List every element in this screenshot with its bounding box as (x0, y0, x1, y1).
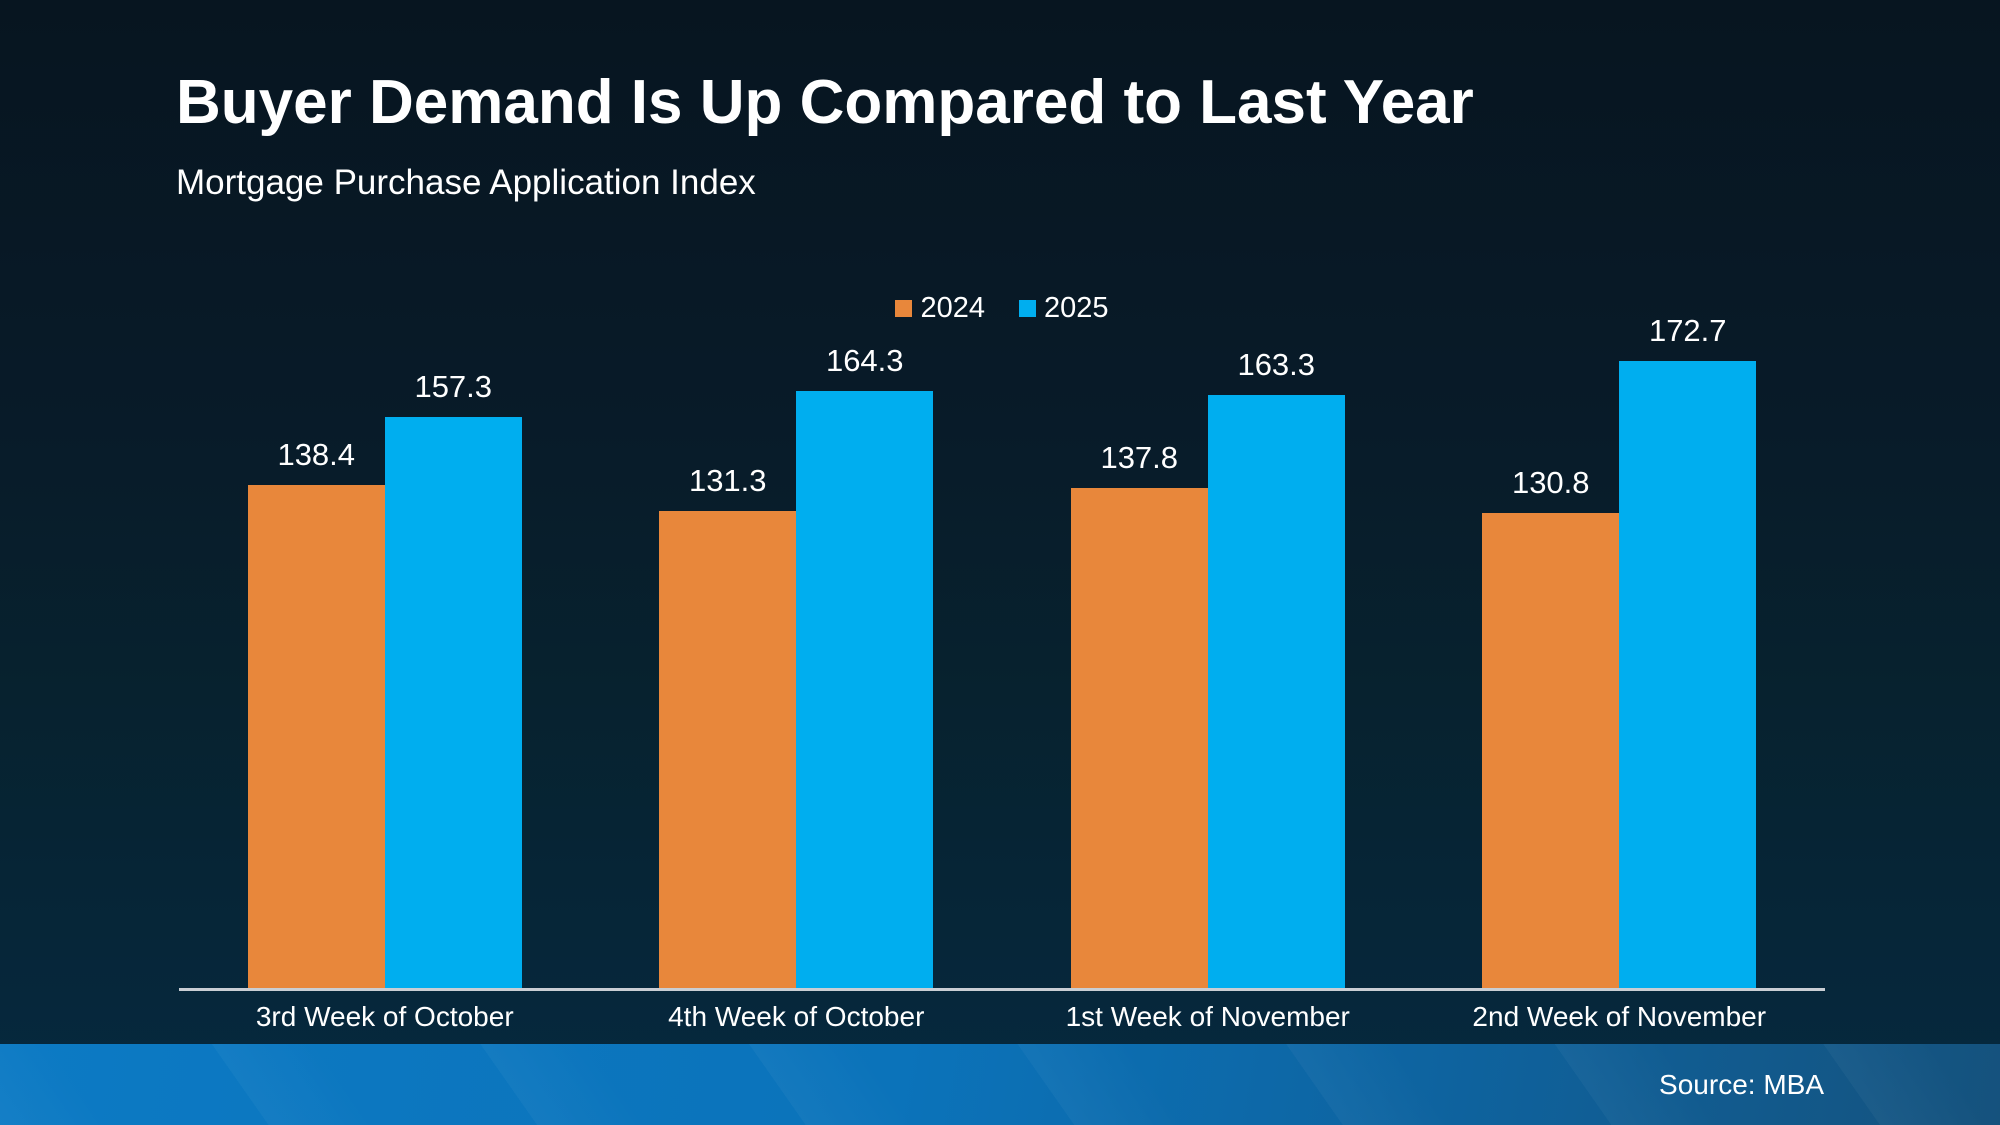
bar-value-label: 157.3 (414, 369, 493, 404)
bar-2024-group1 (247, 485, 385, 988)
chart-subtitle: Mortgage Purchase Application Index (176, 163, 756, 202)
legend-item-2025: 2025 (1019, 292, 1109, 325)
footer-bar: Source: MBA (0, 1044, 2000, 1125)
bar-wrap: 138.4 (247, 437, 385, 988)
legend-label-2024: 2024 (920, 292, 985, 324)
bar-value-label: 164.3 (825, 343, 904, 378)
x-axis-line (179, 988, 1825, 991)
bar-wrap: 130.8 (1482, 465, 1620, 988)
source-label: Source: MBA (1659, 1068, 1824, 1100)
bar-wrap: 164.3 (796, 343, 934, 988)
bar-wrap: 157.3 (384, 369, 522, 988)
x-axis-labels: 3rd Week of October 4th Week of October … (179, 1001, 1825, 1033)
bar-wrap: 163.3 (1207, 347, 1345, 988)
bar-value-label: 172.7 (1648, 313, 1727, 348)
legend-item-2024: 2024 (895, 292, 985, 325)
bar-value-label: 130.8 (1511, 465, 1590, 500)
bar-2025-group2 (796, 391, 934, 988)
bar-2025-group1 (384, 417, 522, 988)
x-axis-label: 3rd Week of October (255, 1001, 514, 1032)
bar-group-4: 130.8 172.7 (1414, 288, 1826, 988)
bar-value-label: 131.3 (688, 463, 767, 498)
bar-chart-plot: 138.4 157.3 131.3 164.3 137.8 (179, 288, 1825, 988)
legend-swatch-2024 (895, 300, 913, 317)
bar-2024-group2 (659, 511, 797, 988)
legend-swatch-2025 (1019, 300, 1036, 317)
bar-group-1: 138.4 157.3 (179, 288, 591, 988)
bar-2025-group3 (1207, 395, 1345, 988)
bar-value-label: 137.8 (1100, 440, 1179, 475)
chart-title: Buyer Demand Is Up Compared to Last Year (176, 68, 1474, 137)
bar-wrap: 172.7 (1619, 313, 1757, 988)
x-axis-label: 1st Week of November (1065, 1001, 1350, 1032)
bar-group-3: 137.8 163.3 (1002, 288, 1414, 988)
bar-wrap: 131.3 (659, 463, 797, 988)
bar-2024-group4 (1482, 513, 1620, 988)
bar-2024-group3 (1070, 488, 1208, 988)
bar-value-label: 163.3 (1237, 347, 1316, 382)
bar-wrap: 137.8 (1070, 440, 1208, 988)
bar-2025-group4 (1619, 361, 1757, 988)
bar-group-2: 131.3 164.3 (591, 288, 1003, 988)
legend-label-2025: 2025 (1044, 292, 1109, 324)
bar-value-label: 138.4 (277, 437, 356, 472)
x-axis-label: 4th Week of October (668, 1001, 925, 1032)
legend: 2024 2025 (179, 292, 1825, 325)
x-axis-label: 2nd Week of November (1472, 1001, 1767, 1032)
